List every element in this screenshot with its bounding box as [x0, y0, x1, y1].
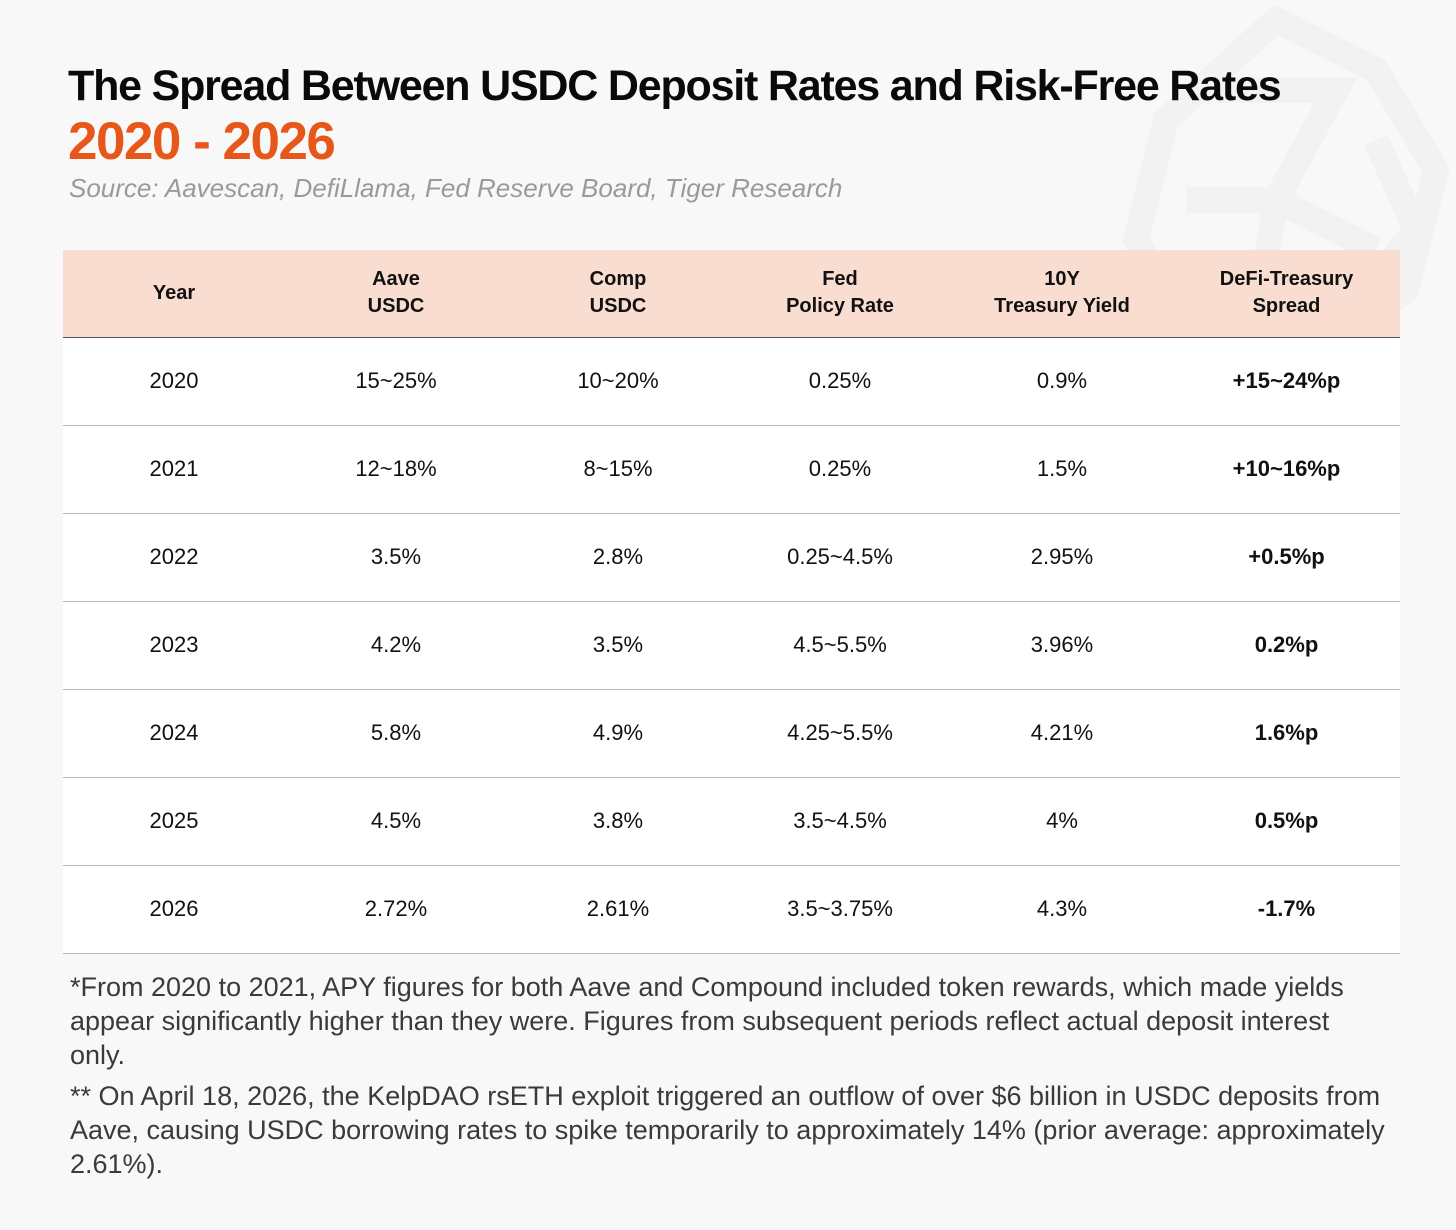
- treasury-yield-cell: 0.9%: [951, 337, 1173, 426]
- treasury-yield-cell: 4.21%: [951, 689, 1173, 778]
- table-row: 2020 15~25% 10~20% 0.25% 0.9% +15~24%p: [63, 337, 1400, 426]
- table-row: 2025 4.5% 3.8% 3.5~4.5% 4% 0.5%p: [63, 777, 1400, 866]
- treasury-yield-cell: 3.96%: [951, 601, 1173, 690]
- table-row: 2024 5.8% 4.9% 4.25~5.5% 4.21% 1.6%p: [63, 689, 1400, 778]
- comp-usdc-cell: 2.61%: [507, 865, 729, 954]
- aave-usdc-cell: 3.5%: [285, 513, 507, 602]
- aave-usdc-cell: 2.72%: [285, 865, 507, 954]
- year-cell: 2022: [63, 513, 285, 602]
- comp-usdc-cell: 2.8%: [507, 513, 729, 602]
- table-header: Year Aave USDC Comp USDC Fed Policy Rate…: [63, 250, 1400, 338]
- spread-cell: +15~24%p: [1173, 337, 1400, 426]
- page-title: The Spread Between USDC Deposit Rates an…: [68, 62, 1282, 110]
- column-header-comp-usdc: Comp USDC: [507, 250, 729, 338]
- footnote-kelpdao-exploit: ** On April 18, 2026, the KelpDAO rsETH …: [70, 1081, 1385, 1179]
- aave-usdc-cell: 4.2%: [285, 601, 507, 690]
- year-cell: 2021: [63, 425, 285, 514]
- table-row: 2026 2.72% 2.61% 3.5~3.75% 4.3% -1.7%: [63, 865, 1400, 954]
- table-row: 2021 12~18% 8~15% 0.25% 1.5% +10~16%p: [63, 425, 1400, 514]
- column-header-defi-treasury-spread: DeFi-Treasury Spread: [1173, 250, 1400, 338]
- year-cell: 2023: [63, 601, 285, 690]
- table-row: 2023 4.2% 3.5% 4.5~5.5% 3.96% 0.2%p: [63, 601, 1400, 690]
- table-header-row: Year Aave USDC Comp USDC Fed Policy Rate…: [63, 250, 1400, 338]
- spread-cell: +0.5%p: [1173, 513, 1400, 602]
- column-header-aave-usdc: Aave USDC: [285, 250, 507, 338]
- column-header-fed-policy-rate: Fed Policy Rate: [729, 250, 951, 338]
- fed-policy-rate-cell: 0.25%: [729, 337, 951, 426]
- aave-usdc-cell: 5.8%: [285, 689, 507, 778]
- spread-cell: 0.5%p: [1173, 777, 1400, 866]
- footnote-token-rewards: *From 2020 to 2021, APY figures for both…: [70, 972, 1344, 1070]
- year-cell: 2024: [63, 689, 285, 778]
- year-cell: 2020: [63, 337, 285, 426]
- aave-usdc-cell: 12~18%: [285, 425, 507, 514]
- fed-policy-rate-cell: 3.5~4.5%: [729, 777, 951, 866]
- spread-cell: 0.2%p: [1173, 601, 1400, 690]
- column-header-year: Year: [63, 250, 285, 338]
- fed-policy-rate-cell: 4.5~5.5%: [729, 601, 951, 690]
- fed-policy-rate-cell: 4.25~5.5%: [729, 689, 951, 778]
- fed-policy-rate-cell: 0.25~4.5%: [729, 513, 951, 602]
- spread-cell: 1.6%p: [1173, 689, 1400, 778]
- aave-usdc-cell: 4.5%: [285, 777, 507, 866]
- treasury-yield-cell: 2.95%: [951, 513, 1173, 602]
- comp-usdc-cell: 3.8%: [507, 777, 729, 866]
- comp-usdc-cell: 8~15%: [507, 425, 729, 514]
- source-note: Source: Aavescan, DefiLlama, Fed Reserve…: [69, 173, 843, 203]
- fed-policy-rate-cell: 3.5~3.75%: [729, 865, 951, 954]
- rates-table: Year Aave USDC Comp USDC Fed Policy Rate…: [63, 250, 1400, 954]
- rates-table-container: Year Aave USDC Comp USDC Fed Policy Rate…: [63, 250, 1400, 954]
- spread-cell: -1.7%: [1173, 865, 1400, 954]
- table-body: 2020 15~25% 10~20% 0.25% 0.9% +15~24%p 2021 12~…: [63, 337, 1400, 954]
- treasury-yield-cell: 4.3%: [951, 865, 1173, 954]
- fed-policy-rate-cell: 0.25%: [729, 425, 951, 514]
- date-range-subtitle: 2020 - 2026: [68, 112, 336, 171]
- table-row: 2022 3.5% 2.8% 0.25~4.5% 2.95% +0.5%p: [63, 513, 1400, 602]
- treasury-yield-cell: 4%: [951, 777, 1173, 866]
- spread-cell: +10~16%p: [1173, 425, 1400, 514]
- aave-usdc-cell: 15~25%: [285, 337, 507, 426]
- footnotes: *From 2020 to 2021, APY figures for both…: [70, 970, 1390, 1188]
- year-cell: 2026: [63, 865, 285, 954]
- comp-usdc-cell: 4.9%: [507, 689, 729, 778]
- column-header-10y-treasury-yield: 10Y Treasury Yield: [951, 250, 1173, 338]
- comp-usdc-cell: 10~20%: [507, 337, 729, 426]
- treasury-yield-cell: 1.5%: [951, 425, 1173, 514]
- year-cell: 2025: [63, 777, 285, 866]
- comp-usdc-cell: 3.5%: [507, 601, 729, 690]
